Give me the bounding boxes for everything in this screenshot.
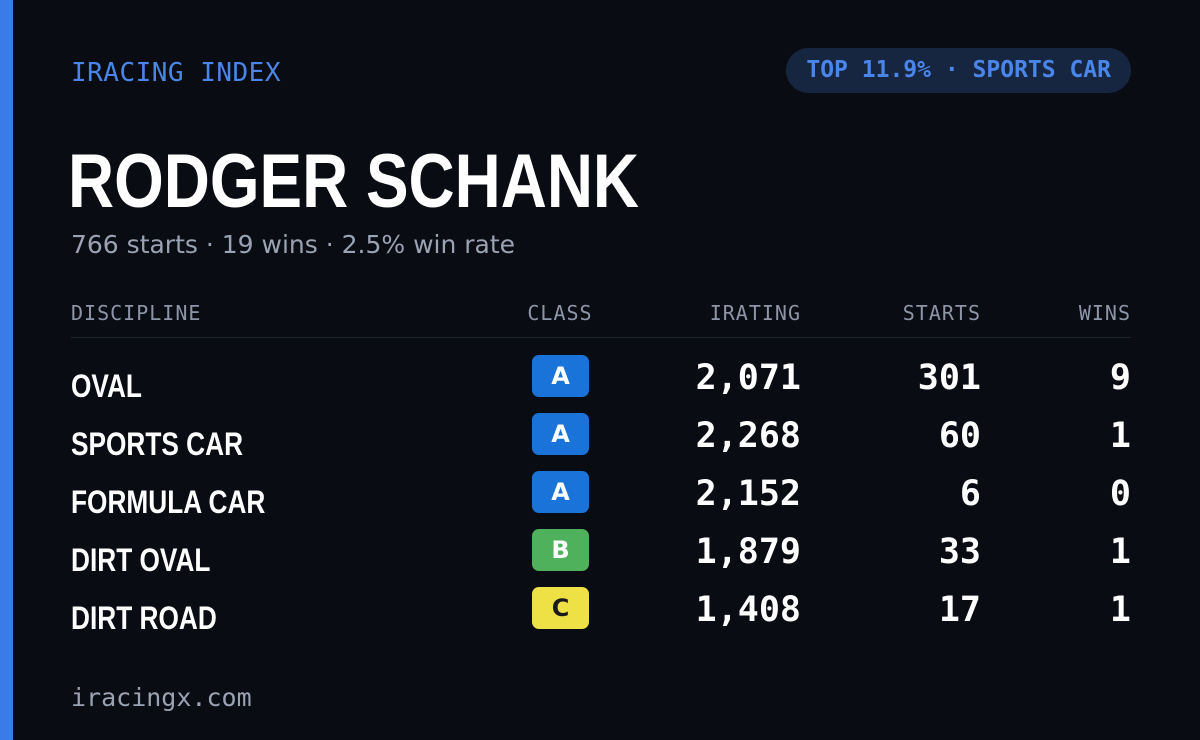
- class-badge: A: [532, 355, 589, 397]
- discipline-name: DIRT OVAL: [71, 542, 211, 578]
- accent-bar: [0, 0, 13, 740]
- table-row: DIRT ROAD C 1,408 17 1: [71, 584, 1131, 642]
- wins-value: 1: [1109, 532, 1131, 572]
- table-row: SPORTS CAR A 2,268 60 1: [71, 410, 1131, 468]
- class-badge: A: [532, 413, 589, 455]
- percentile-badge: TOP 11.9% · SPORTS CAR: [786, 48, 1131, 93]
- starts-value: 60: [938, 416, 981, 456]
- class-badge: A: [532, 471, 589, 513]
- driver-summary: 766 starts · 19 wins · 2.5% win rate: [71, 230, 516, 259]
- wins-value: 1: [1109, 590, 1131, 630]
- discipline-name: OVAL: [71, 368, 142, 404]
- irating-value: 1,879: [695, 532, 801, 572]
- table-row: FORMULA CAR A 2,152 6 0: [71, 468, 1131, 526]
- irating-value: 2,268: [695, 416, 801, 456]
- irating-value: 1,408: [695, 590, 801, 630]
- brand-label: IRACING INDEX: [71, 58, 281, 88]
- wins-value: 9: [1109, 358, 1131, 398]
- header-discipline: DISCIPLINE: [71, 301, 202, 325]
- starts-value: 301: [917, 358, 981, 398]
- header-starts: STARTS: [902, 301, 981, 325]
- table-body: OVAL A 2,071 301 9 SPORTS CAR A 2,268 60…: [71, 352, 1131, 642]
- irating-value: 2,071: [695, 358, 801, 398]
- wins-value: 1: [1109, 416, 1131, 456]
- driver-name: RODGER SCHANK: [68, 139, 640, 224]
- header-irating: IRATING: [709, 301, 801, 325]
- table-row: DIRT OVAL B 1,879 33 1: [71, 526, 1131, 584]
- irating-value: 2,152: [695, 474, 801, 514]
- starts-value: 6: [959, 474, 981, 514]
- class-badge: C: [532, 587, 589, 629]
- discipline-name: SPORTS CAR: [71, 426, 244, 462]
- discipline-name: FORMULA CAR: [71, 484, 266, 520]
- discipline-name: DIRT ROAD: [71, 600, 217, 636]
- wins-value: 0: [1109, 474, 1131, 514]
- header-wins: WINS: [1078, 301, 1131, 325]
- table-row: OVAL A 2,071 301 9: [71, 352, 1131, 410]
- header-class: CLASS: [527, 301, 593, 325]
- discipline-table: DISCIPLINE CLASS IRATING STARTS WINS OVA…: [71, 296, 1131, 636]
- starts-value: 17: [938, 590, 981, 630]
- starts-value: 33: [938, 532, 981, 572]
- footer-domain: iracingx.com: [71, 683, 252, 712]
- class-badge: B: [532, 529, 589, 571]
- table-header: DISCIPLINE CLASS IRATING STARTS WINS: [71, 296, 1131, 338]
